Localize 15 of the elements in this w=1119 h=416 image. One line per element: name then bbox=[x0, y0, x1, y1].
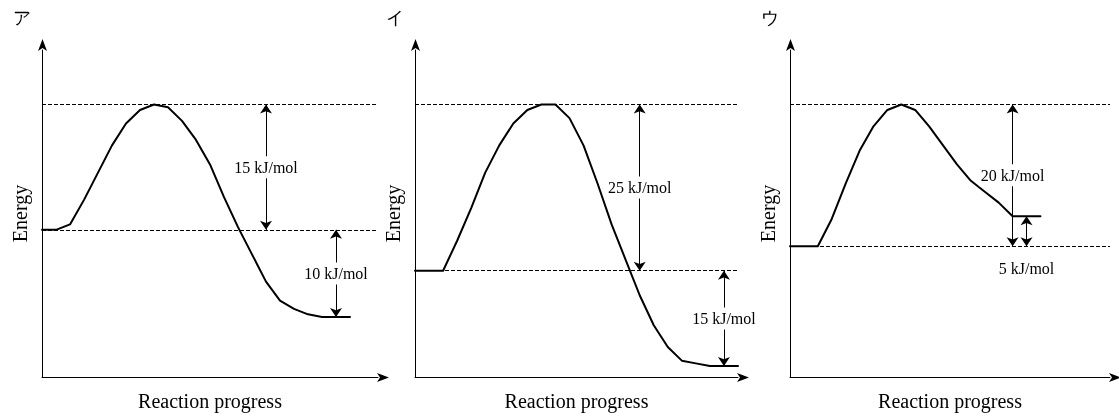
annotation: 25 kJ/mol bbox=[607, 179, 673, 197]
annotation: 20 kJ/mol bbox=[980, 166, 1045, 184]
chart-title: ア bbox=[13, 8, 31, 28]
annotation: 15 kJ/mol bbox=[692, 309, 757, 327]
y-axis-title: Energy bbox=[757, 184, 780, 243]
y-axis-title: Energy bbox=[9, 184, 32, 243]
annotation: 15 kJ/mol bbox=[234, 158, 299, 176]
x-axis-title: Reaction progress bbox=[504, 390, 649, 413]
annotation: 10 kJ/mol bbox=[304, 264, 369, 282]
chart-title: イ bbox=[386, 8, 404, 28]
chart-title: ウ bbox=[761, 8, 779, 28]
y-axis-title: Energy bbox=[382, 184, 405, 243]
annotation: 5 kJ/mol bbox=[998, 259, 1055, 277]
x-axis-title: Reaction progress bbox=[138, 390, 283, 413]
x-axis-title: Reaction progress bbox=[878, 390, 1023, 413]
